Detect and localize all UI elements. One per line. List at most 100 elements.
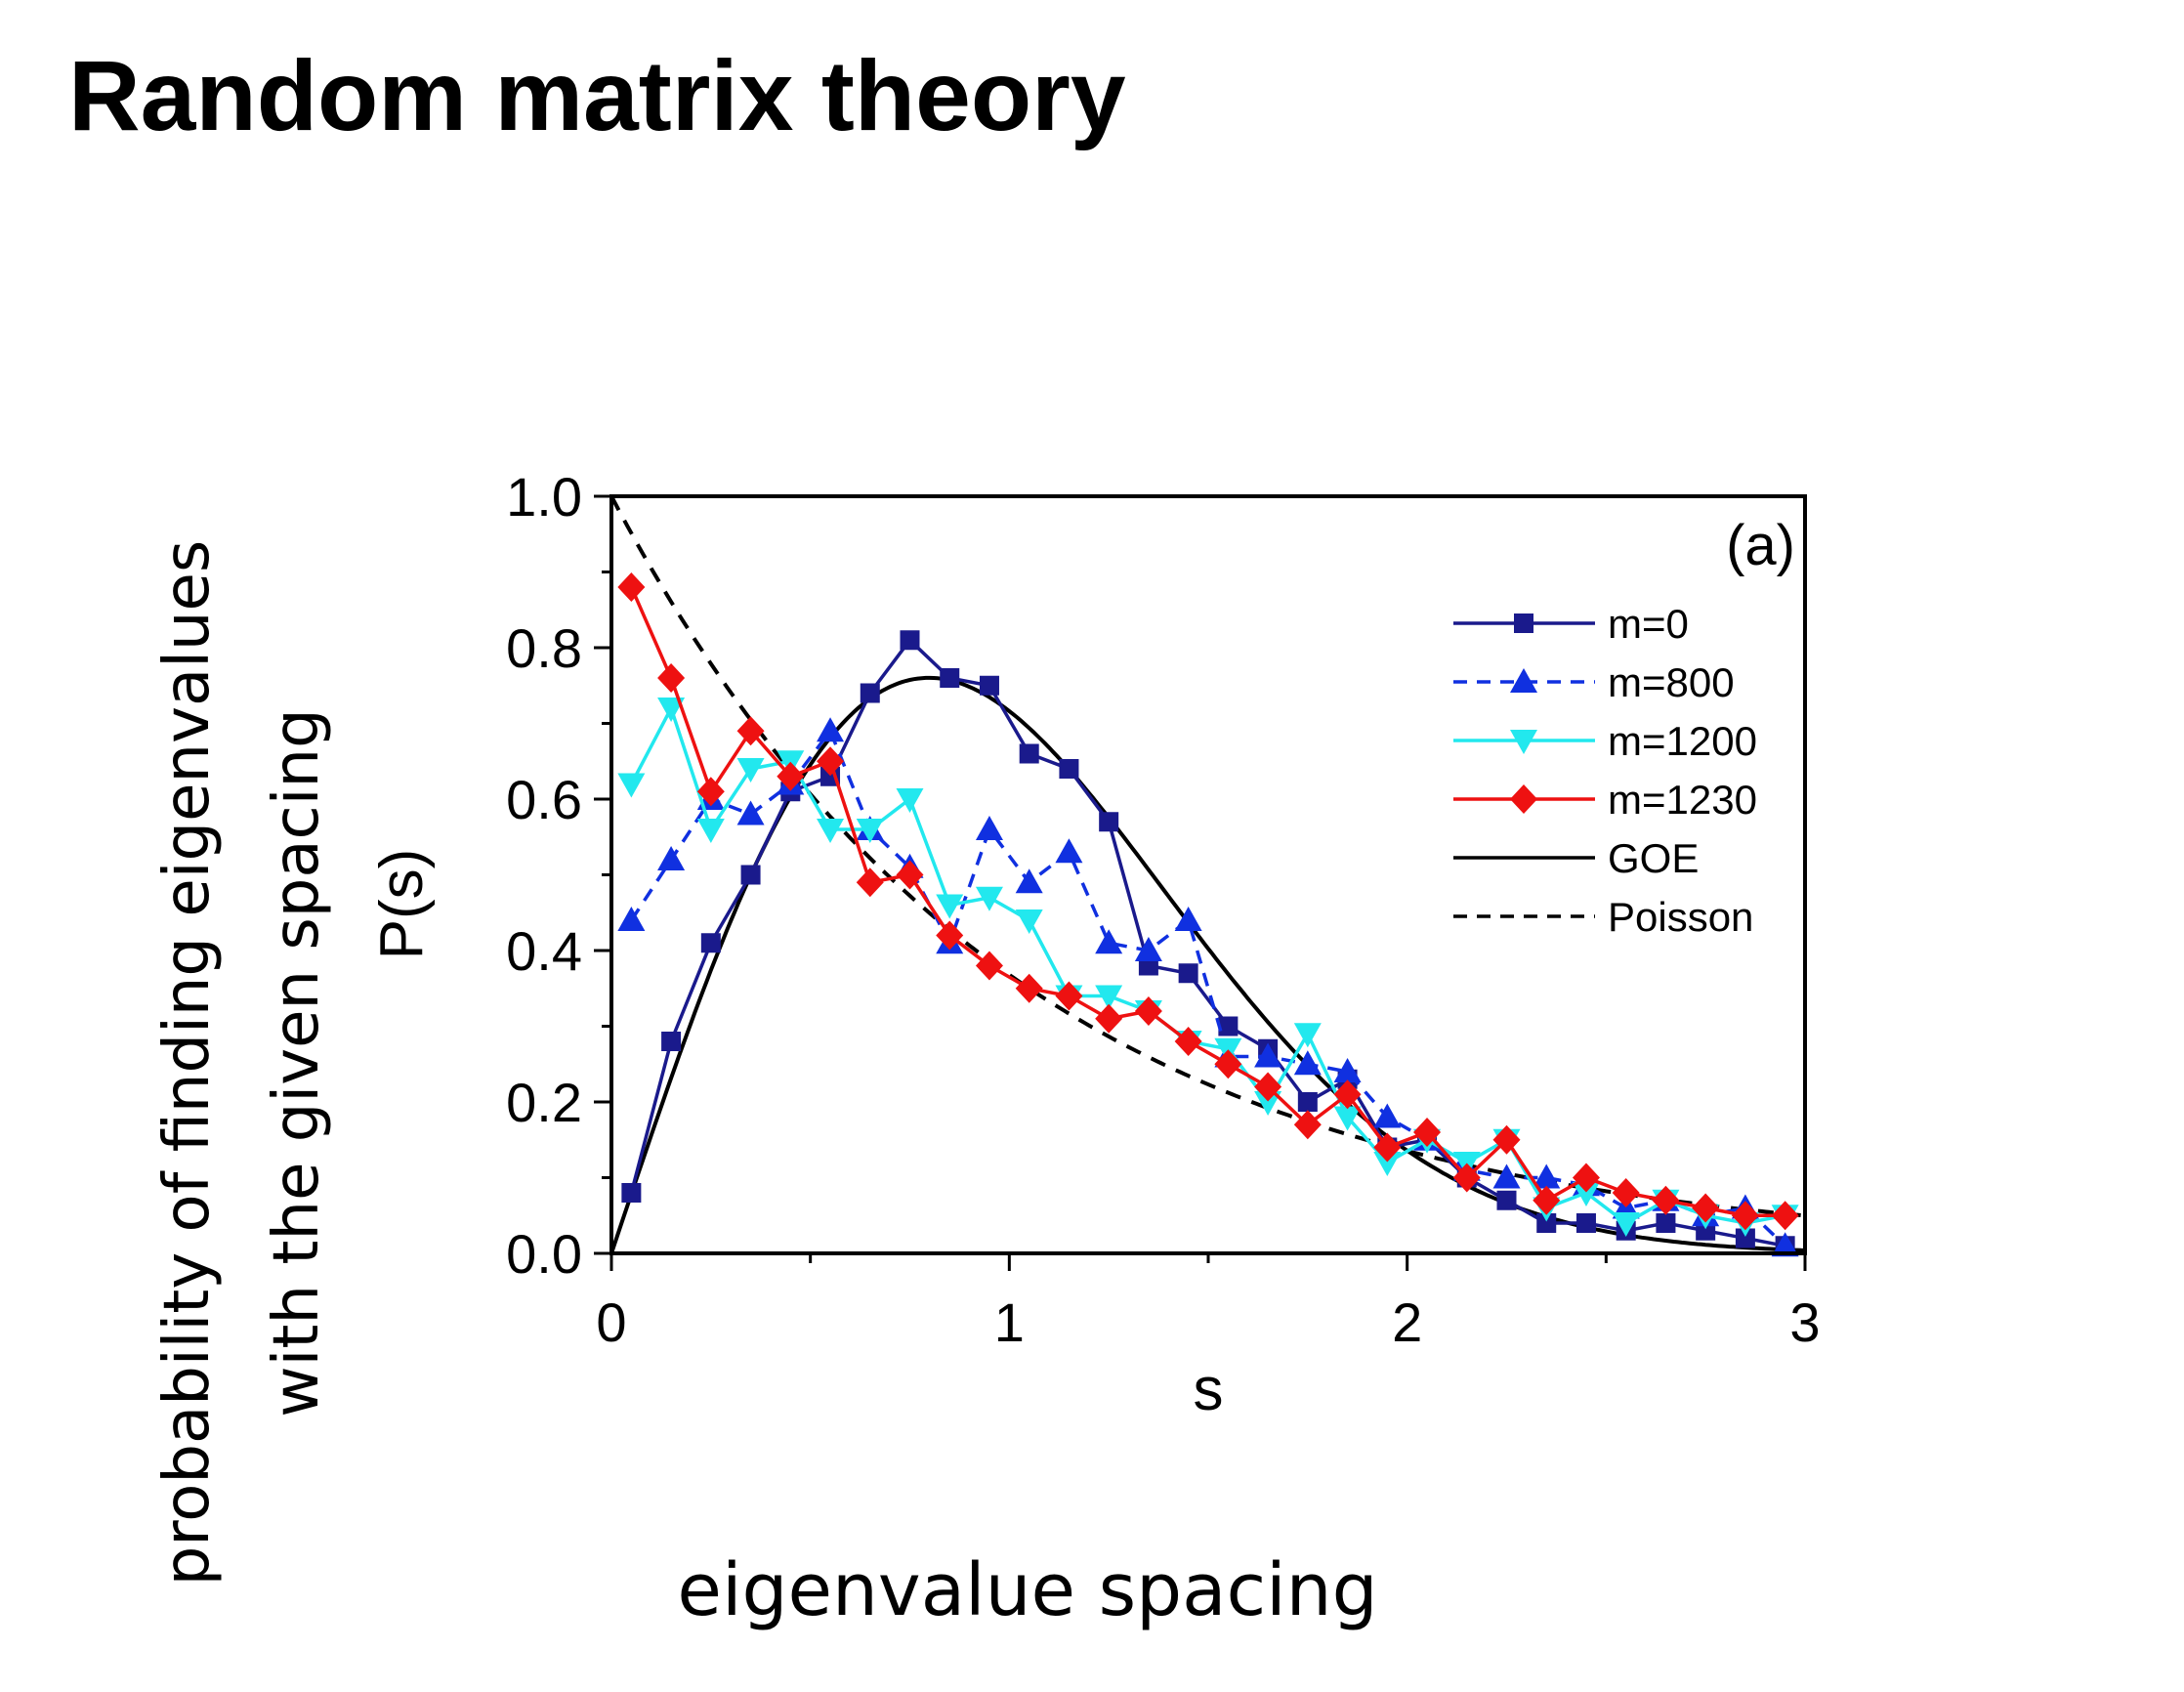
legend-label-poisson: Poisson: [1608, 894, 1753, 940]
data-point-m-1200: [975, 886, 1003, 911]
y-tick-label: 0.0: [506, 1223, 582, 1285]
data-point-m-1230: [1254, 1072, 1282, 1102]
data-point-m-0: [1218, 1016, 1239, 1036]
data-point-m-800: [1373, 1103, 1402, 1128]
data-point-m-1230: [1373, 1132, 1402, 1163]
y-tick-label: 0.4: [506, 920, 582, 982]
data-point-m-1230: [1214, 1049, 1242, 1079]
x-tick-label: 1: [994, 1291, 1025, 1353]
data-point-m-1200: [1095, 985, 1123, 1010]
data-point-m-1230: [1015, 973, 1043, 1003]
data-point-m-0: [1019, 743, 1039, 764]
series-m-0: [621, 630, 1795, 1256]
data-point-m-0: [1575, 1213, 1596, 1233]
data-point-m-1230: [1533, 1185, 1561, 1215]
panel-label: (a): [1726, 514, 1795, 577]
data-point-m-1230: [1333, 1079, 1362, 1110]
series-m-1230: [617, 572, 1799, 1231]
plot-series: [617, 572, 1799, 1257]
data-point-m-800: [1533, 1163, 1561, 1189]
legend-marker-m-0: [1514, 613, 1533, 633]
data-point-m-800: [817, 717, 845, 742]
data-point-m-1230: [1731, 1201, 1759, 1231]
data-point-m-0: [1297, 1092, 1318, 1112]
data-point-m-1200: [1293, 1023, 1322, 1048]
legend-label-m-0: m=0: [1608, 601, 1689, 647]
data-point-m-1230: [896, 860, 924, 890]
data-point-m-1230: [736, 716, 765, 746]
data-point-m-0: [1735, 1228, 1755, 1248]
data-point-m-1200: [1373, 1152, 1402, 1176]
data-point-m-1230: [1492, 1124, 1521, 1155]
data-point-m-0: [1496, 1190, 1517, 1210]
data-point-m-1230: [696, 777, 725, 807]
data-point-m-800: [657, 846, 686, 870]
data-point-m-1230: [1134, 996, 1162, 1026]
data-point-m-1230: [1771, 1201, 1799, 1231]
legend-marker-m-1200: [1510, 730, 1537, 754]
legend-label-goe: GOE: [1608, 835, 1699, 881]
data-point-m-800: [975, 816, 1003, 840]
x-axis-label: s: [1194, 1356, 1224, 1423]
data-point-m-1200: [617, 773, 646, 798]
data-point-m-1230: [1095, 1003, 1123, 1034]
data-point-m-0: [1536, 1213, 1557, 1233]
data-point-m-800: [1333, 1058, 1362, 1082]
slide-title: Random matrix theory: [68, 40, 1126, 151]
data-point-m-0: [860, 683, 880, 703]
data-point-m-1200: [896, 788, 924, 813]
data-point-m-1200: [657, 698, 686, 722]
data-point-m-1200: [1572, 1182, 1600, 1206]
data-point-m-1200: [696, 819, 725, 843]
data-point-m-1200: [1333, 1106, 1362, 1131]
data-point-m-1200: [736, 758, 765, 783]
data-point-m-1230: [1612, 1178, 1640, 1207]
data-point-m-800: [1492, 1163, 1521, 1189]
data-point-m-0: [940, 668, 960, 688]
data-point-m-0: [900, 630, 920, 651]
data-point-m-1230: [817, 746, 845, 777]
data-point-m-0: [661, 1032, 682, 1051]
data-point-m-0: [740, 865, 761, 885]
data-point-m-1200: [1254, 1091, 1282, 1116]
data-point-m-800: [1095, 929, 1123, 954]
series-line-goe: [609, 675, 1806, 1254]
y-tick-label: 1.0: [506, 466, 582, 528]
legend-marker-m-1230: [1510, 784, 1537, 814]
data-point-m-800: [1254, 1042, 1282, 1068]
data-point-m-1200: [856, 819, 884, 843]
data-point-m-800: [617, 907, 646, 931]
data-point-m-1230: [975, 951, 1003, 981]
data-point-m-1230: [1413, 1118, 1442, 1147]
data-point-m-1200: [936, 894, 964, 919]
data-point-m-0: [621, 1183, 642, 1203]
data-point-m-800: [736, 800, 765, 825]
data-point-m-0: [979, 675, 999, 696]
x-tick-label: 3: [1789, 1291, 1820, 1353]
y-tick-label: 0.6: [506, 769, 582, 830]
data-point-m-0: [1059, 759, 1079, 779]
data-point-m-1230: [777, 761, 805, 791]
data-point-m-0: [700, 933, 721, 953]
y-tick-label: 0.2: [506, 1072, 582, 1133]
data-point-m-1230: [936, 920, 964, 951]
data-point-m-800: [1055, 838, 1083, 864]
data-point-m-1230: [1572, 1163, 1600, 1193]
data-point-m-1200: [1015, 909, 1043, 934]
legend-marker-m-800: [1510, 668, 1537, 693]
data-point-m-1200: [1612, 1212, 1640, 1237]
series-line-m-1200: [629, 703, 1785, 1226]
data-point-m-1230: [657, 663, 686, 693]
data-point-m-1230: [856, 867, 884, 898]
legend-label-m-1230: m=1230: [1608, 777, 1757, 823]
data-point-m-1230: [1055, 981, 1083, 1011]
data-point-m-1230: [1452, 1163, 1481, 1193]
x-description: eigenvalue spacing: [677, 1548, 1378, 1632]
data-point-m-0: [1656, 1213, 1676, 1233]
data-point-m-1230: [1692, 1193, 1720, 1223]
data-point-m-800: [1134, 937, 1162, 961]
x-tick-label: 2: [1392, 1291, 1422, 1353]
data-point-m-1230: [1174, 1027, 1202, 1056]
data-point-m-0: [1099, 812, 1119, 832]
